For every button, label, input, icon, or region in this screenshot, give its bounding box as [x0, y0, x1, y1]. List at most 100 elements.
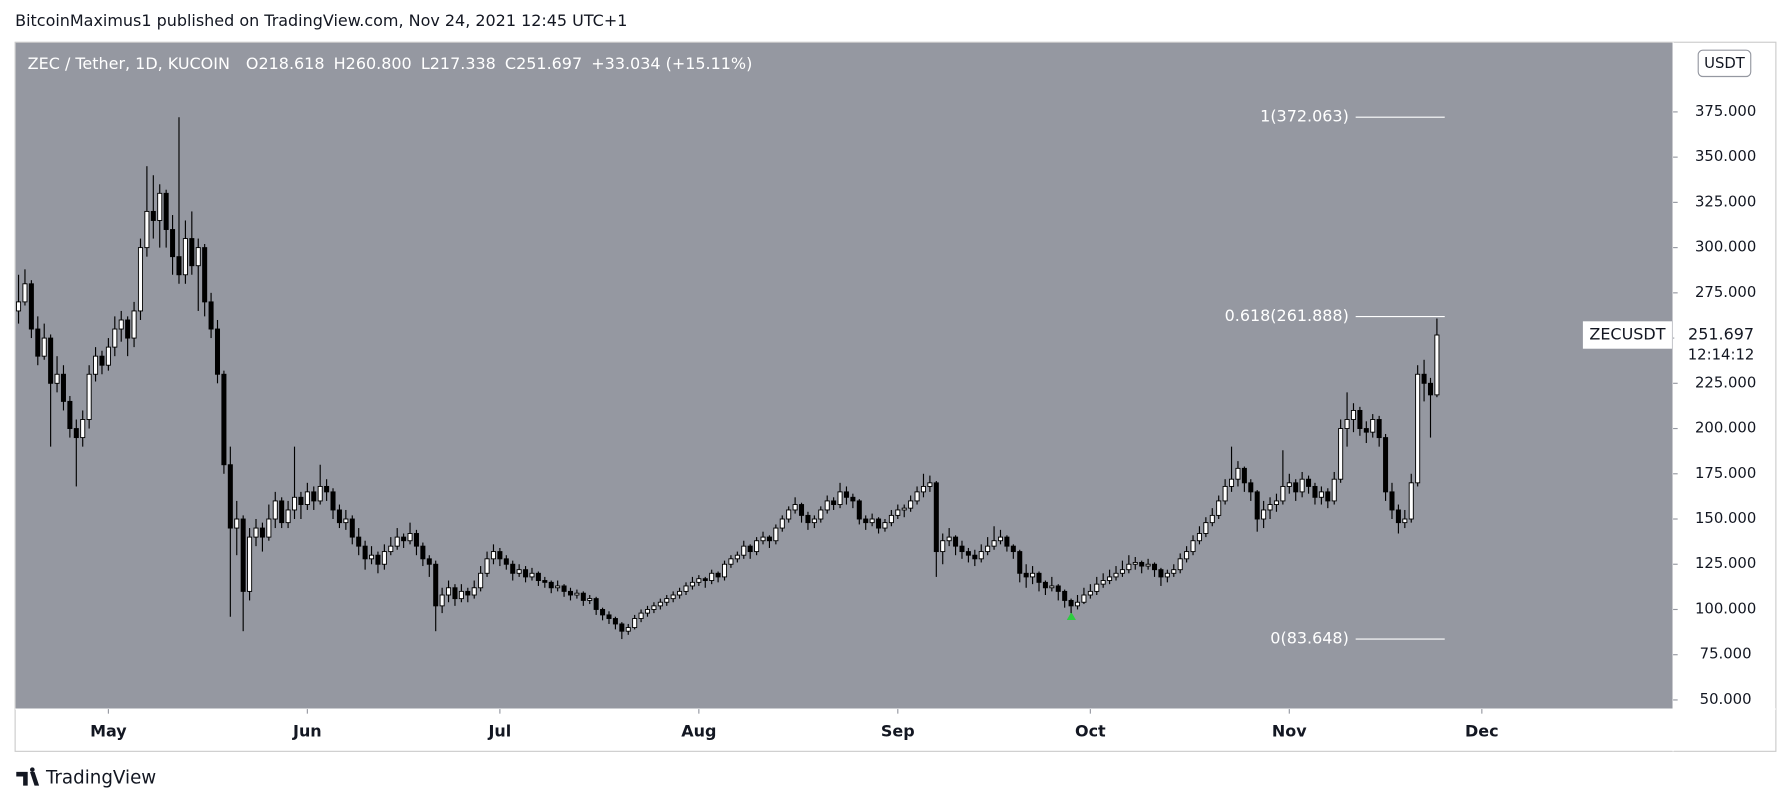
candle-body [529, 572, 535, 578]
candle-body [28, 283, 34, 330]
candle-body [1030, 572, 1036, 578]
candle-body [1318, 491, 1324, 498]
fib-label: 0(83.648) [1270, 629, 1348, 648]
candle-body [965, 551, 971, 556]
candle-body [420, 545, 426, 560]
candle-body [439, 594, 445, 607]
candle-body [407, 533, 413, 542]
candle-body [272, 500, 278, 520]
candle-body [452, 587, 458, 600]
candle-body [567, 590, 573, 596]
candle-body [336, 509, 342, 524]
candle-body [619, 623, 625, 632]
candle-body [722, 563, 728, 578]
candle-body [247, 536, 253, 592]
candle-body [741, 545, 747, 556]
candle-body [170, 229, 176, 258]
candle-body [1145, 563, 1151, 567]
candle-body [1152, 563, 1158, 571]
candle-body [908, 500, 914, 509]
candle-body [651, 605, 657, 610]
candle-body [523, 569, 529, 578]
candle-body [1113, 572, 1119, 578]
candle-body [1421, 373, 1427, 384]
candle-body [330, 491, 336, 511]
candle-body [792, 504, 798, 511]
candle-body [1139, 561, 1145, 567]
fib-label: 1(372.063) [1260, 107, 1349, 126]
signal-marker [1066, 612, 1076, 621]
candle-body [182, 238, 188, 276]
candle-body [80, 419, 86, 439]
chart-frame [14, 41, 1777, 752]
candle-body [471, 587, 477, 596]
y-tick-label: 75.000 [1700, 646, 1752, 663]
candle-body [818, 509, 824, 520]
legend-value: 260.800 [346, 53, 412, 72]
candle-body [1036, 572, 1042, 583]
candle-body [876, 518, 882, 529]
candle-body [869, 518, 875, 524]
candle-body [882, 522, 888, 529]
candle-body [734, 554, 740, 560]
candle-body [1267, 504, 1273, 511]
candle-body [1408, 482, 1414, 520]
candle-body [324, 485, 330, 493]
candle-body [831, 500, 837, 505]
candle-body [856, 500, 862, 520]
candle-body [16, 301, 22, 312]
candle-body [561, 585, 567, 592]
candle-body [253, 527, 259, 538]
y-tick-label: 275.000 [1695, 284, 1756, 301]
candle-body [202, 247, 208, 303]
candle-body [901, 507, 907, 511]
logo: TradingView [16, 767, 156, 789]
legend-key: O [246, 53, 259, 72]
candle-body [1363, 428, 1369, 433]
x-tick-label: Nov [1272, 721, 1307, 740]
candle-body [446, 587, 452, 596]
candle-body [632, 618, 638, 629]
candle-body [959, 545, 965, 553]
candles [16, 117, 1440, 640]
countdown: 12:14:12 [1688, 347, 1755, 364]
candle-body [1203, 522, 1209, 534]
candle-body [587, 598, 593, 601]
candle-body [1132, 561, 1138, 565]
candle-body [356, 536, 362, 547]
candle-body [1164, 572, 1170, 578]
candle-body [542, 580, 548, 583]
candle-body [1209, 514, 1215, 524]
candle-body [1177, 558, 1183, 571]
candle-body [163, 192, 169, 230]
candle-body [1273, 500, 1279, 505]
candle-body [1427, 382, 1434, 396]
candle-body [67, 400, 73, 430]
candle-body [715, 572, 721, 578]
symbol-tag-label: ZECUSDT [1589, 325, 1665, 344]
candle-body [1254, 491, 1260, 520]
candle-body [1055, 585, 1061, 592]
candle-body [60, 373, 66, 402]
candle-body [728, 558, 734, 565]
candle-body [1107, 576, 1113, 581]
candle-body [1389, 491, 1395, 511]
candle-body [1100, 580, 1106, 585]
candle-body [362, 545, 368, 560]
candle-body [503, 558, 509, 565]
candle-body [1261, 509, 1267, 520]
candle-body [683, 585, 689, 592]
time-axis-background [15, 709, 1776, 752]
plot-background [15, 42, 1674, 710]
fib-label: 0.618(261.888) [1225, 306, 1349, 325]
price-axis-background [1673, 42, 1776, 710]
candle-body [677, 590, 683, 596]
candle-body [458, 590, 464, 600]
candle-body [54, 373, 60, 384]
y-tick-label: 125.000 [1695, 555, 1756, 572]
candle-body [35, 328, 41, 357]
x-tick-label: Dec [1465, 721, 1499, 740]
candle-body [1074, 601, 1081, 607]
candle-body [638, 612, 644, 619]
candle-body [766, 536, 772, 542]
